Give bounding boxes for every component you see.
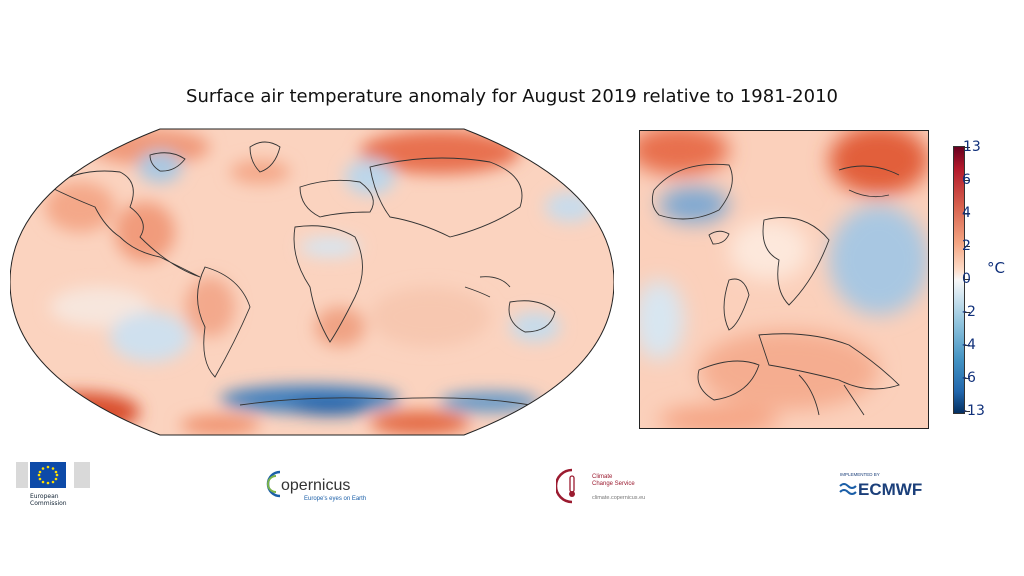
colorbar-tick <box>965 147 970 148</box>
colorbar-tick <box>965 180 970 181</box>
europe-anomaly-map <box>639 130 929 429</box>
colorbar-tick-label: 2 <box>962 238 971 254</box>
eu-logo-line2: Commission <box>30 500 67 507</box>
colorbar-tick-label: -13 <box>962 403 985 419</box>
colorbar-tick-label: 4 <box>962 205 971 221</box>
colorbar-tick-label: 6 <box>962 172 971 188</box>
colorbar-tick <box>965 279 970 280</box>
eu-logo-line1: European <box>30 493 59 500</box>
colorbar-tick <box>965 411 970 412</box>
ecmwf-logo: IMPLEMENTED BY ECMWF <box>839 472 922 499</box>
colorbar-tick <box>965 312 970 313</box>
c3s-logo: Climate Change Service climate.copernicu… <box>556 468 645 504</box>
copernicus-logo: opernicus Europe's eyes on Earth <box>266 470 366 502</box>
colorbar-tick-label: -6 <box>962 370 976 386</box>
ecmwf-name: ECMWF <box>858 480 922 499</box>
colorbar-tick <box>965 246 970 247</box>
european-commission-logo: European Commission <box>14 458 96 510</box>
colorbar-tick <box>965 378 970 379</box>
colorbar-unit: °C <box>987 259 1005 277</box>
copernicus-name: opernicus <box>281 477 350 494</box>
colorbar <box>953 146 965 414</box>
colorbar-tick <box>965 345 970 346</box>
ecmwf-implemented: IMPLEMENTED BY <box>840 472 880 477</box>
colorbar-tick-label: -2 <box>962 304 976 320</box>
c3s-line1: Climate <box>592 474 613 480</box>
c3s-url: climate.copernicus.eu <box>592 495 645 501</box>
colorbar-tick-label: 13 <box>963 139 981 155</box>
colorbar-tick-label: -4 <box>962 337 976 353</box>
copernicus-tagline: Europe's eyes on Earth <box>304 496 366 502</box>
colorbar-tick-label: 0 <box>962 271 971 287</box>
c3s-line2: Change Service <box>592 481 635 487</box>
map-title: Surface air temperature anomaly for Augu… <box>186 86 838 107</box>
world-anomaly-map <box>10 128 614 436</box>
colorbar-tick <box>965 213 970 214</box>
